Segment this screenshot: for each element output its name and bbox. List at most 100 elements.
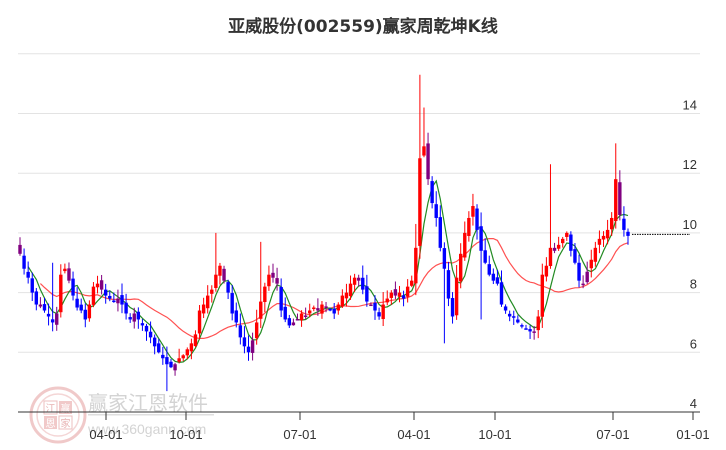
candle: [55, 306, 59, 331]
candle: [569, 231, 573, 257]
candle: [491, 268, 496, 285]
candle: [132, 307, 136, 329]
candle: [230, 285, 234, 321]
candle: [99, 274, 104, 295]
candle: [450, 292, 455, 324]
candle: [356, 274, 361, 287]
candle: [140, 318, 145, 331]
candle: [556, 236, 561, 251]
candle: [46, 303, 51, 326]
candle: [361, 265, 365, 295]
candle: [18, 237, 22, 256]
candle: [605, 219, 610, 245]
candle: [87, 300, 92, 322]
ma-short-line: [27, 179, 629, 364]
candle: [422, 107, 426, 158]
candle: [312, 305, 316, 312]
candle: [120, 283, 124, 314]
candle: [471, 193, 475, 226]
candle: [324, 301, 328, 313]
candle: [597, 230, 602, 254]
candle: [418, 74, 422, 259]
candle: [316, 298, 320, 316]
candle: [226, 279, 230, 300]
candle: [397, 285, 402, 303]
chart-title: 亚威股份(002559)赢家周乾坤K线: [228, 17, 498, 37]
candle: [507, 310, 512, 322]
candle: [336, 302, 340, 315]
candle: [561, 236, 565, 248]
candle: [291, 318, 296, 326]
candle: [548, 164, 553, 269]
candle: [59, 264, 63, 318]
candle: [377, 307, 381, 320]
x-tick-label: 04-01: [397, 427, 430, 442]
candle: [499, 270, 504, 307]
watermark-brand: 赢家江恩软件: [88, 391, 208, 415]
candle: [385, 290, 389, 306]
candle: [197, 305, 202, 340]
candle: [103, 283, 108, 304]
candle: [483, 238, 487, 265]
candle: [585, 261, 589, 284]
watermark-seal-char: 江: [46, 403, 56, 415]
candle: [430, 176, 434, 209]
watermark: 江 赢 恩 家 赢家江恩软件 www.360gann.com: [29, 386, 214, 444]
candle: [344, 283, 349, 307]
candle: [222, 265, 226, 284]
candle: [573, 243, 577, 265]
candle: [614, 143, 618, 229]
y-tick-label: 8: [690, 277, 697, 292]
candle: [410, 275, 414, 288]
candle: [71, 271, 75, 301]
candle: [520, 323, 524, 329]
candle: [91, 282, 96, 308]
candle: [577, 254, 581, 288]
candle: [299, 310, 304, 327]
candle: [193, 330, 198, 348]
candle: [414, 223, 418, 296]
candle: [524, 324, 528, 330]
candle: [181, 354, 185, 362]
y-tick-label: 6: [690, 336, 697, 351]
candle: [238, 313, 243, 345]
candle: [177, 348, 181, 364]
candle: [189, 338, 194, 360]
candle: [442, 242, 447, 344]
candle: [467, 211, 471, 242]
candle: [373, 295, 377, 320]
y-tick-label: 12: [683, 157, 697, 172]
candle: [112, 292, 116, 303]
y-tick-label: 4: [690, 396, 697, 411]
candle: [340, 289, 345, 308]
candle: [214, 232, 218, 292]
candle: [124, 293, 128, 320]
candle: [148, 321, 153, 344]
candle: [438, 205, 442, 252]
candle: [348, 275, 353, 300]
candle: [552, 242, 557, 254]
candle: [389, 290, 394, 305]
candle: [503, 304, 508, 314]
candle: [210, 285, 214, 303]
candle: [528, 325, 532, 339]
candle: [128, 313, 132, 323]
candle: [30, 272, 34, 302]
candle: [38, 297, 43, 309]
candle: [283, 297, 287, 323]
candle: [516, 315, 520, 324]
candle: [201, 297, 206, 319]
candle: [165, 346, 169, 392]
candle: [242, 326, 247, 354]
candle: [434, 191, 438, 227]
candle: [352, 273, 357, 293]
candle: [618, 170, 622, 221]
candle: [79, 298, 83, 314]
candle: [287, 314, 292, 328]
candle: [267, 265, 271, 291]
candle: [454, 265, 459, 320]
candle: [26, 261, 30, 284]
candle: [581, 275, 585, 289]
candle: [63, 263, 67, 274]
candle: [279, 278, 283, 318]
